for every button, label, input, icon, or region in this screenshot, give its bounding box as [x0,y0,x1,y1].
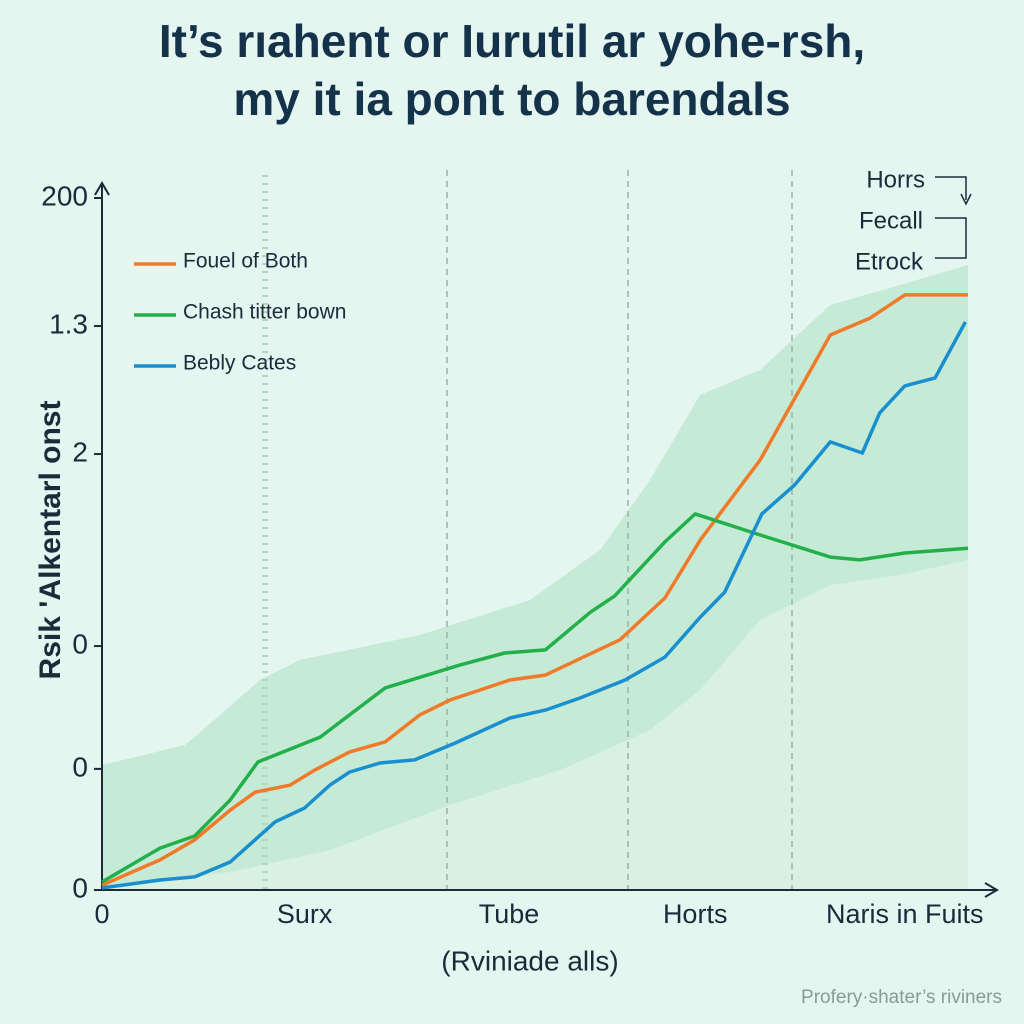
y-tick-label: 0 [72,751,88,782]
legend-label: Fouel of Both [183,250,308,273]
x-tick-label: 0 [94,899,109,929]
x-tick-label: Naris in Fuits [826,899,984,929]
shaded-band-inner [102,560,968,890]
series-line [101,321,967,890]
chart-title: It’s rıahent or Iurutil ar yohe-rsh, [159,15,865,67]
annotation-bracket [935,217,967,259]
y-tick-label: 1.3 [49,308,88,339]
legend-label: Bebly Cates [183,352,296,375]
annotation: Fecall [859,207,923,234]
footer: Profery·shater’s riviners [801,987,1002,1008]
x-tick-label: Tube [479,899,540,929]
legend-label: Chash titter bown [183,301,346,324]
legend: Fouel of Both Chash titter bown Bebly Cate… [134,250,346,375]
annotation-bracket [960,193,972,206]
x-tick-label: Horts [663,899,728,929]
series-line [101,293,968,887]
x-tick-label: Surx [277,899,333,929]
y-tick-label: 0 [72,628,88,659]
annotation: Etrock [855,248,924,275]
annotations: Horrs Fecall Etrock [855,166,972,275]
x-axis-label: (Rviniade alls) [441,945,618,976]
y-tick-label: 0 [72,872,88,903]
y-tick-label: 2 [72,436,88,467]
series-line [101,512,969,884]
y-axis-label: Rsik 'Alkentarl onst [34,401,67,680]
y-axis-arrow [94,181,110,196]
y-tick-label: 200 [41,180,88,211]
annotation-bracket [935,176,967,200]
x-axis-arrow [984,882,999,898]
annotation: Horrs [866,166,925,193]
chart-title: my it ia pont to barendals [233,73,790,125]
